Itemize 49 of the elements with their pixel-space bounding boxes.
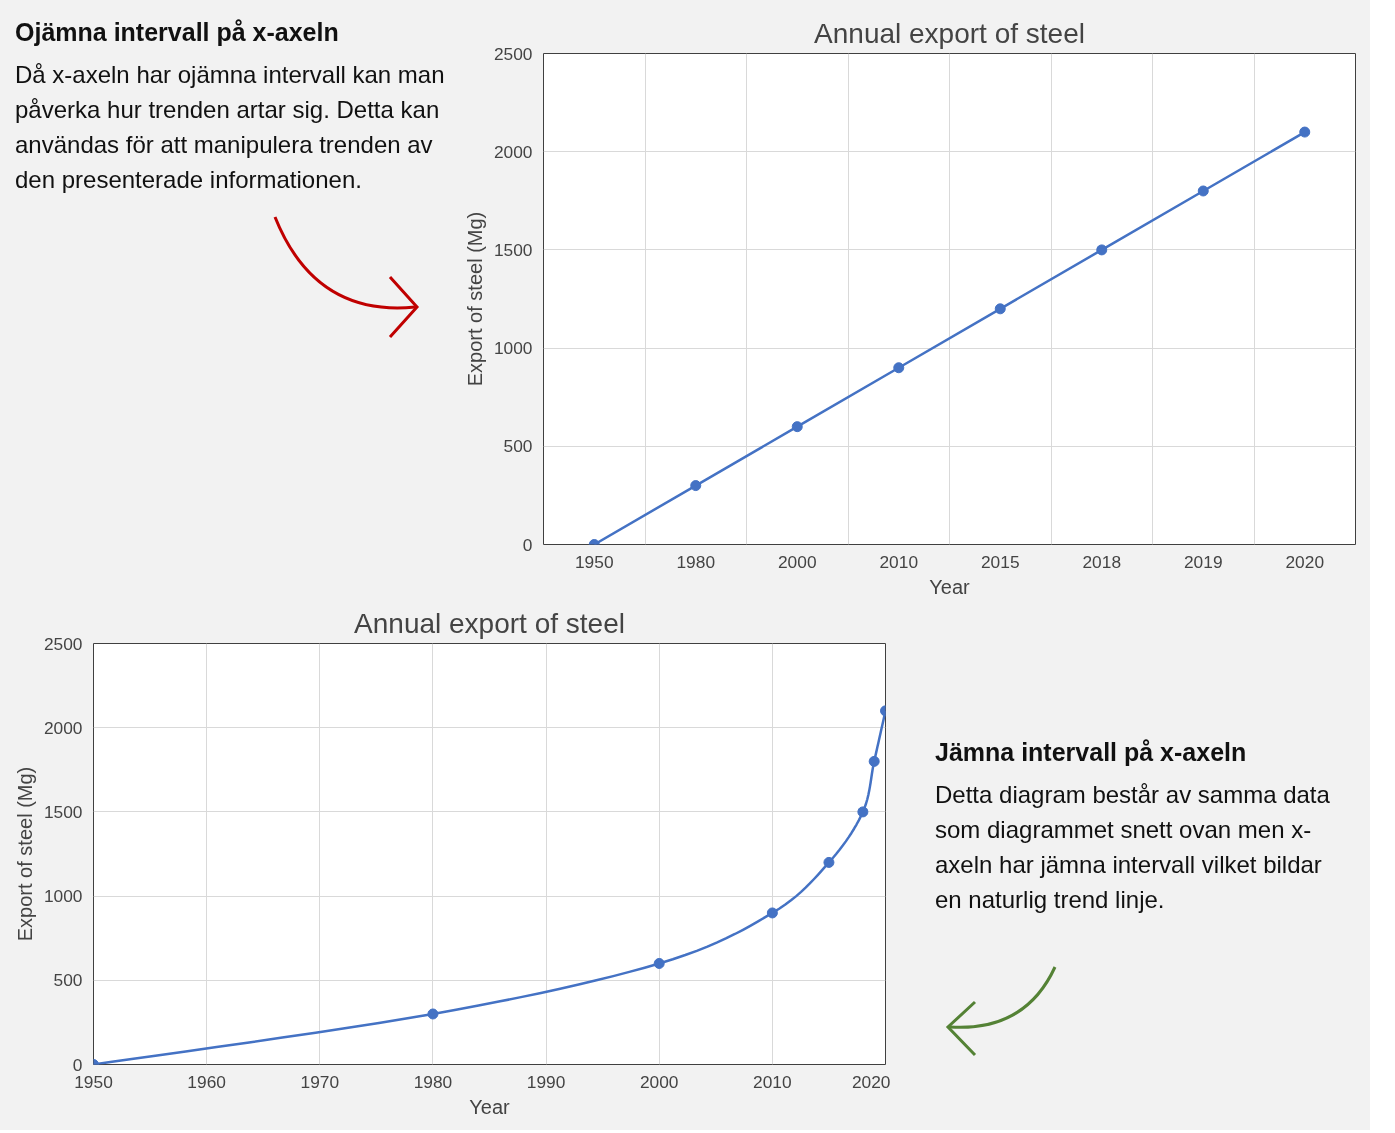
x-tick-label: 1980: [676, 551, 716, 572]
x-tick-label: 2018: [1082, 551, 1122, 572]
y-tick-label: 1000: [493, 338, 533, 359]
point: [791, 421, 803, 433]
chart-title: Annual export of steel: [354, 607, 625, 639]
point: [893, 362, 905, 374]
y-axis-title: Export of steel (Mg): [13, 766, 36, 942]
point: [766, 907, 778, 919]
x-tick-label: 1950: [574, 551, 614, 572]
x-tick-label: 1990: [526, 1071, 566, 1092]
y-axis-title: Export of steel (Mg): [463, 211, 486, 387]
x-tick-label: 2000: [639, 1071, 679, 1092]
x-tick-label: 2010: [879, 551, 919, 572]
x-tick-label: 1980: [413, 1071, 453, 1092]
point: [823, 856, 835, 868]
point: [653, 957, 665, 969]
x-axis-title: Year: [929, 575, 971, 598]
y-tick-label: 1500: [43, 801, 83, 822]
x-tick-label: 2020: [1285, 551, 1325, 572]
text: Jämna intervall på x-axeln: [935, 737, 1248, 768]
y-tick-label: 2500: [43, 633, 83, 654]
y-tick-label: 1000: [43, 886, 83, 907]
text: Detta diagram består av samma data som diagrammet snett ovan men x-axeln har jämna intervall vilket bildar en naturlig trend linje.: [935, 779, 1331, 915]
point: [868, 755, 880, 767]
point: [1299, 126, 1311, 138]
x-tick-label: 2010: [753, 1071, 792, 1092]
x-tick-label: 2000: [777, 551, 817, 572]
x-axis-title: Year: [469, 1095, 511, 1118]
chart-title: Annual export of steel: [814, 17, 1085, 49]
y-tick-label: 2500: [493, 43, 533, 64]
point: [857, 806, 869, 818]
point: [690, 480, 702, 492]
x-tick-label: 2015: [980, 551, 1020, 572]
x-tick-label: 1960: [187, 1071, 226, 1092]
y-tick-label: 500: [503, 436, 533, 457]
x-tick-label: 1970: [300, 1071, 340, 1092]
x-tick-label: 2019: [1183, 551, 1223, 572]
y-tick-label: 2000: [43, 717, 83, 738]
y-tick-label: 2000: [493, 141, 533, 162]
point: [1096, 244, 1108, 256]
point: [1197, 185, 1209, 197]
y-tick-label: 0: [522, 534, 533, 555]
point: [427, 1008, 439, 1020]
x-tick-label: 2020: [851, 1071, 891, 1092]
text: Då x-axeln har ojämna intervall kan man påverka hur trenden artar sig. Detta kan användas för att manipulera trenden av den presenterade informationen.: [15, 59, 446, 195]
point: [994, 303, 1006, 315]
y-tick-label: 500: [53, 970, 83, 991]
text: Ojämna intervall på x-axeln: [15, 17, 340, 48]
y-tick-label: 1500: [493, 239, 533, 260]
